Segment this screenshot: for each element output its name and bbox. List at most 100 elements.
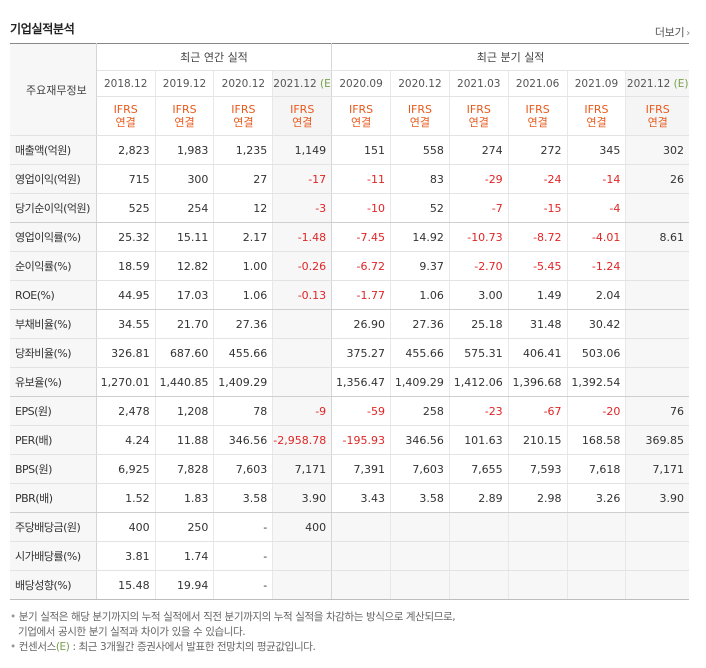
- footnote-1-continued: 기업에서 공시한 분기 실적과 차이가 있을 수 있습니다.: [18, 626, 246, 638]
- table-cell: 30.42: [567, 309, 627, 339]
- table-cell: 2,823: [96, 135, 156, 165]
- table-cell: 400: [272, 512, 333, 542]
- row-label: 매출액(억원): [10, 135, 97, 165]
- table-cell: 345: [567, 135, 627, 165]
- table-cell: -7.45: [331, 222, 391, 252]
- row-label: 부채비율(%): [10, 309, 97, 339]
- table-cell: 3.90: [625, 483, 689, 513]
- table-cell: 8.61: [625, 222, 689, 252]
- consolidated-label: 연결: [115, 116, 136, 129]
- table-cell: 302: [625, 135, 689, 165]
- footnote-2-prefix: 컨센서스: [18, 641, 56, 653]
- ifrs-header: IFRS 연결: [449, 96, 509, 136]
- table-cell: 6,925: [96, 454, 156, 484]
- table-cell: 558: [390, 135, 450, 165]
- table-cell: 12: [213, 193, 274, 223]
- table-cell: -7: [449, 193, 509, 223]
- table-cell: 575.31: [449, 338, 509, 368]
- estimate-mark: (E): [673, 77, 689, 90]
- table-cell: [625, 570, 689, 600]
- ifrs-label: IFRS: [172, 103, 197, 116]
- table-cell: -67: [508, 396, 568, 426]
- ifrs-header: IFRS 연결: [96, 96, 156, 136]
- table-cell: -24: [508, 164, 568, 194]
- table-cell: -1.77: [331, 280, 391, 310]
- table-cell: 2.04: [567, 280, 627, 310]
- table-cell: -0.26: [272, 251, 333, 281]
- table-row: 순이익률(%) 18.59 12.82 1.00 -0.26 -6.72 9.37 -2.70…: [10, 251, 689, 281]
- ifrs-header: IFRS 연결: [272, 96, 333, 136]
- more-label: 더보기: [654, 26, 685, 39]
- table-cell: 9.37: [390, 251, 450, 281]
- ifrs-header: IFRS 연결: [390, 96, 450, 136]
- table-cell: 525: [96, 193, 156, 223]
- table-cell: 3.43: [331, 483, 391, 513]
- table-cell: 78: [213, 396, 274, 426]
- table-cell: 7,593: [508, 454, 568, 484]
- table-cell: -1.48: [272, 222, 333, 252]
- table-cell: -10.73: [449, 222, 509, 252]
- row-label: PER(배): [10, 425, 97, 455]
- table-cell: [272, 309, 333, 339]
- table-cell: -59: [331, 396, 391, 426]
- row-label: ROE(%): [10, 280, 97, 310]
- table-cell: 1,392.54: [567, 367, 627, 397]
- estimate-mark: (E): [320, 77, 331, 90]
- table-row: 시가배당률(%) 3.81 1.74-: [10, 541, 689, 571]
- table-cell: -2.70: [449, 251, 509, 281]
- table-cell: 1,149: [272, 135, 333, 165]
- table-cell: 7,171: [272, 454, 333, 484]
- table-cell: 455.66: [213, 338, 274, 368]
- more-link[interactable]: 더보기 ›: [655, 24, 690, 40]
- ifrs-header: IFRS 연결: [155, 96, 215, 136]
- table-cell: [449, 570, 509, 600]
- table-cell: 25.18: [449, 309, 509, 339]
- ifrs-header: IFRS 연결: [213, 96, 274, 136]
- table-cell: [272, 338, 333, 368]
- period-label: 2021.06: [515, 77, 560, 90]
- period-header: 2021.09: [567, 70, 627, 97]
- ifrs-label: IFRS: [407, 103, 433, 116]
- table-cell: 18.59: [96, 251, 156, 281]
- table-cell: 26: [625, 164, 689, 194]
- period-label: 2020.12: [398, 77, 442, 90]
- table-cell: 7,655: [449, 454, 509, 484]
- table-cell: 346.56: [213, 425, 274, 455]
- table-cell: 1,412.06: [449, 367, 509, 397]
- table-cell: 300: [155, 164, 215, 194]
- table-cell: 1.74: [155, 541, 215, 571]
- table-cell: 7,828: [155, 454, 215, 484]
- table-cell: 7,603: [213, 454, 274, 484]
- table-cell: -3: [272, 193, 333, 223]
- footnote-1-text: 분기 실적은 해당 분기까지의 누적 실적에서 직전 분기까지의 누적 실적을 …: [18, 611, 456, 623]
- table-cell: 3.26: [567, 483, 627, 513]
- period-header: 2021.03: [449, 70, 509, 97]
- table-cell: 7,391: [331, 454, 391, 484]
- period-header: 2021.12 (E): [625, 70, 689, 97]
- table-cell: [331, 512, 391, 542]
- table-cell: 1,409.29: [213, 367, 274, 397]
- period-header: 2019.12: [155, 70, 215, 97]
- table-cell: 1,440.85: [155, 367, 215, 397]
- table-cell: 1,396.68: [508, 367, 568, 397]
- table-cell: 2.98: [508, 483, 568, 513]
- table-cell: 687.60: [155, 338, 215, 368]
- table-cell: [508, 570, 568, 600]
- table-cell: 21.70: [155, 309, 215, 339]
- period-label: 2021.12: [273, 77, 317, 90]
- table-cell: [390, 512, 450, 542]
- table-cell: 26.90: [331, 309, 391, 339]
- footnote-2-text: : 최근 3개월간 증권사에서 발표한 전망치의 평균값입니다.: [72, 641, 316, 653]
- table-cell: [567, 570, 627, 600]
- table-cell: [508, 512, 568, 542]
- table-row: 매출액(억원) 2,823 1,983 1,235 1,149 151 558 274 272 3…: [10, 135, 689, 165]
- table-cell: 44.95: [96, 280, 156, 310]
- consolidated-label: 연결: [468, 116, 489, 129]
- table-cell: 168.58: [567, 425, 627, 455]
- period-header: 2021.12 (E): [272, 70, 333, 97]
- table-cell: -5.45: [508, 251, 568, 281]
- row-label: 순이익률(%): [10, 251, 97, 281]
- table-cell: 17.03: [155, 280, 215, 310]
- table-cell: 1,983: [155, 135, 215, 165]
- table-cell: [625, 512, 689, 542]
